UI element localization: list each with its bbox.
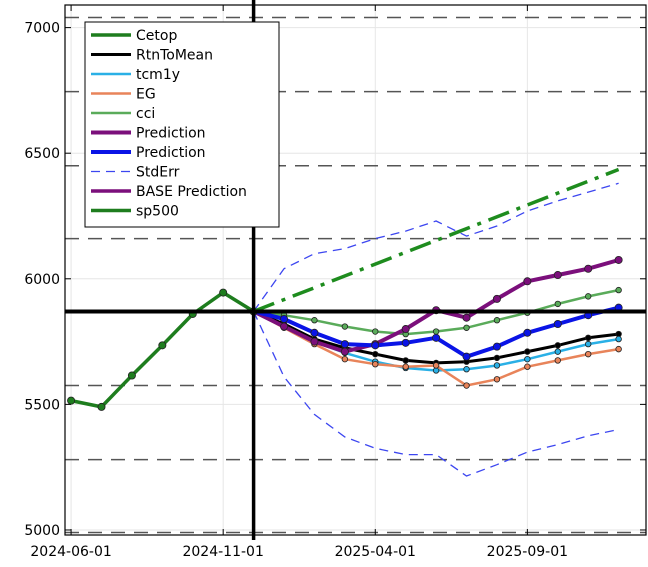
y-tick-label: 6500 bbox=[24, 146, 60, 162]
legend-label: BASE Prediction bbox=[136, 184, 247, 200]
data-point-prediction bbox=[432, 333, 441, 342]
legend-label: tcm1y bbox=[136, 67, 180, 83]
data-point-eg bbox=[554, 357, 561, 364]
data-point-tcm1y bbox=[524, 355, 531, 363]
data-point-prediction bbox=[280, 314, 289, 323]
data-point-rtntomean bbox=[493, 354, 501, 362]
y-tick-label: 5500 bbox=[24, 397, 60, 413]
data-point-eg bbox=[524, 363, 531, 370]
data-point-eg bbox=[463, 382, 470, 389]
data-point-prediction bbox=[280, 322, 289, 331]
data-point-tcm1y bbox=[463, 366, 470, 373]
legend-label: RtnToMean bbox=[136, 48, 213, 64]
y-tick-label: 6000 bbox=[24, 272, 60, 288]
legend-label: sp500 bbox=[136, 204, 179, 220]
data-point-cci bbox=[493, 317, 501, 324]
data-point-rtntomean bbox=[585, 334, 592, 342]
legend-label: cci bbox=[136, 106, 155, 122]
x-tick-label: 2024-11-01 bbox=[182, 544, 263, 560]
data-point-eg bbox=[493, 376, 501, 383]
data-point-sp500 bbox=[67, 396, 76, 405]
data-point-prediction bbox=[492, 342, 501, 351]
data-point-cci bbox=[615, 286, 622, 294]
data-point-tcm1y bbox=[615, 335, 622, 343]
data-point-eg bbox=[372, 360, 379, 368]
x-tick-label: 2025-09-01 bbox=[487, 544, 568, 560]
y-tick-label: 7000 bbox=[24, 21, 60, 37]
data-point-prediction bbox=[401, 325, 410, 334]
data-point-prediction bbox=[310, 328, 319, 337]
data-point-prediction bbox=[584, 264, 593, 273]
data-point-eg bbox=[402, 363, 409, 370]
data-point-cci bbox=[311, 317, 318, 324]
x-tick-label: 2025-04-01 bbox=[335, 544, 416, 560]
legend: Cetop RtnToMean tcm1y EG cci Prediction Predic… bbox=[84, 21, 280, 228]
data-point-cci bbox=[554, 300, 561, 308]
data-point-eg bbox=[585, 350, 592, 358]
data-point-eg bbox=[432, 362, 440, 369]
y-tick-label: 5000 bbox=[24, 523, 60, 539]
legend-label: Prediction bbox=[136, 126, 206, 142]
stderr-band-line bbox=[253, 311, 619, 477]
legend-label: StdErr bbox=[136, 165, 180, 181]
data-point-prediction bbox=[462, 313, 471, 322]
legend-box bbox=[84, 21, 280, 228]
data-point-prediction bbox=[523, 277, 532, 286]
data-point-cci bbox=[341, 323, 349, 330]
plot-frame bbox=[64, 4, 647, 536]
data-point-prediction bbox=[492, 294, 501, 303]
legend-label: EG bbox=[136, 87, 156, 103]
data-point-prediction bbox=[401, 338, 410, 347]
data-point-sp500 bbox=[219, 288, 228, 297]
data-point-cci bbox=[463, 324, 470, 331]
data-point-cci bbox=[585, 293, 592, 300]
data-point-prediction bbox=[523, 328, 532, 337]
data-point-sp500 bbox=[97, 402, 106, 411]
x-tick-label: 2024-06-01 bbox=[30, 544, 111, 560]
data-point-prediction bbox=[614, 255, 623, 264]
data-point-cci bbox=[372, 328, 379, 335]
data-point-rtntomean bbox=[372, 350, 379, 358]
data-point-rtntomean bbox=[554, 342, 561, 349]
data-point-tcm1y bbox=[493, 362, 501, 369]
data-point-prediction bbox=[310, 337, 319, 346]
data-point-tcm1y bbox=[554, 348, 561, 355]
data-point-prediction bbox=[340, 340, 349, 349]
data-point-eg bbox=[615, 345, 622, 353]
axes: 5000 5500 6000 6500 7000 2024-06-01 2024-11-01… bbox=[24, 5, 646, 560]
data-point-cci bbox=[432, 328, 440, 335]
data-point-rtntomean bbox=[524, 348, 531, 355]
data-point-prediction bbox=[553, 271, 562, 280]
data-point-prediction bbox=[340, 347, 349, 356]
series-line-trend bbox=[252, 167, 620, 314]
data-point-rtntomean bbox=[402, 357, 409, 364]
data-point-sp500 bbox=[127, 371, 136, 380]
legend-label: Cetop bbox=[136, 28, 177, 44]
stderr-band-line bbox=[253, 182, 619, 312]
data-point-prediction bbox=[371, 341, 380, 350]
data-point-eg bbox=[341, 355, 349, 363]
data-point-prediction bbox=[553, 320, 562, 329]
data-point-prediction bbox=[462, 352, 471, 361]
data-point-sp500 bbox=[158, 341, 167, 350]
data-point-tcm1y bbox=[585, 340, 592, 348]
legend-label: Prediction bbox=[136, 145, 206, 161]
